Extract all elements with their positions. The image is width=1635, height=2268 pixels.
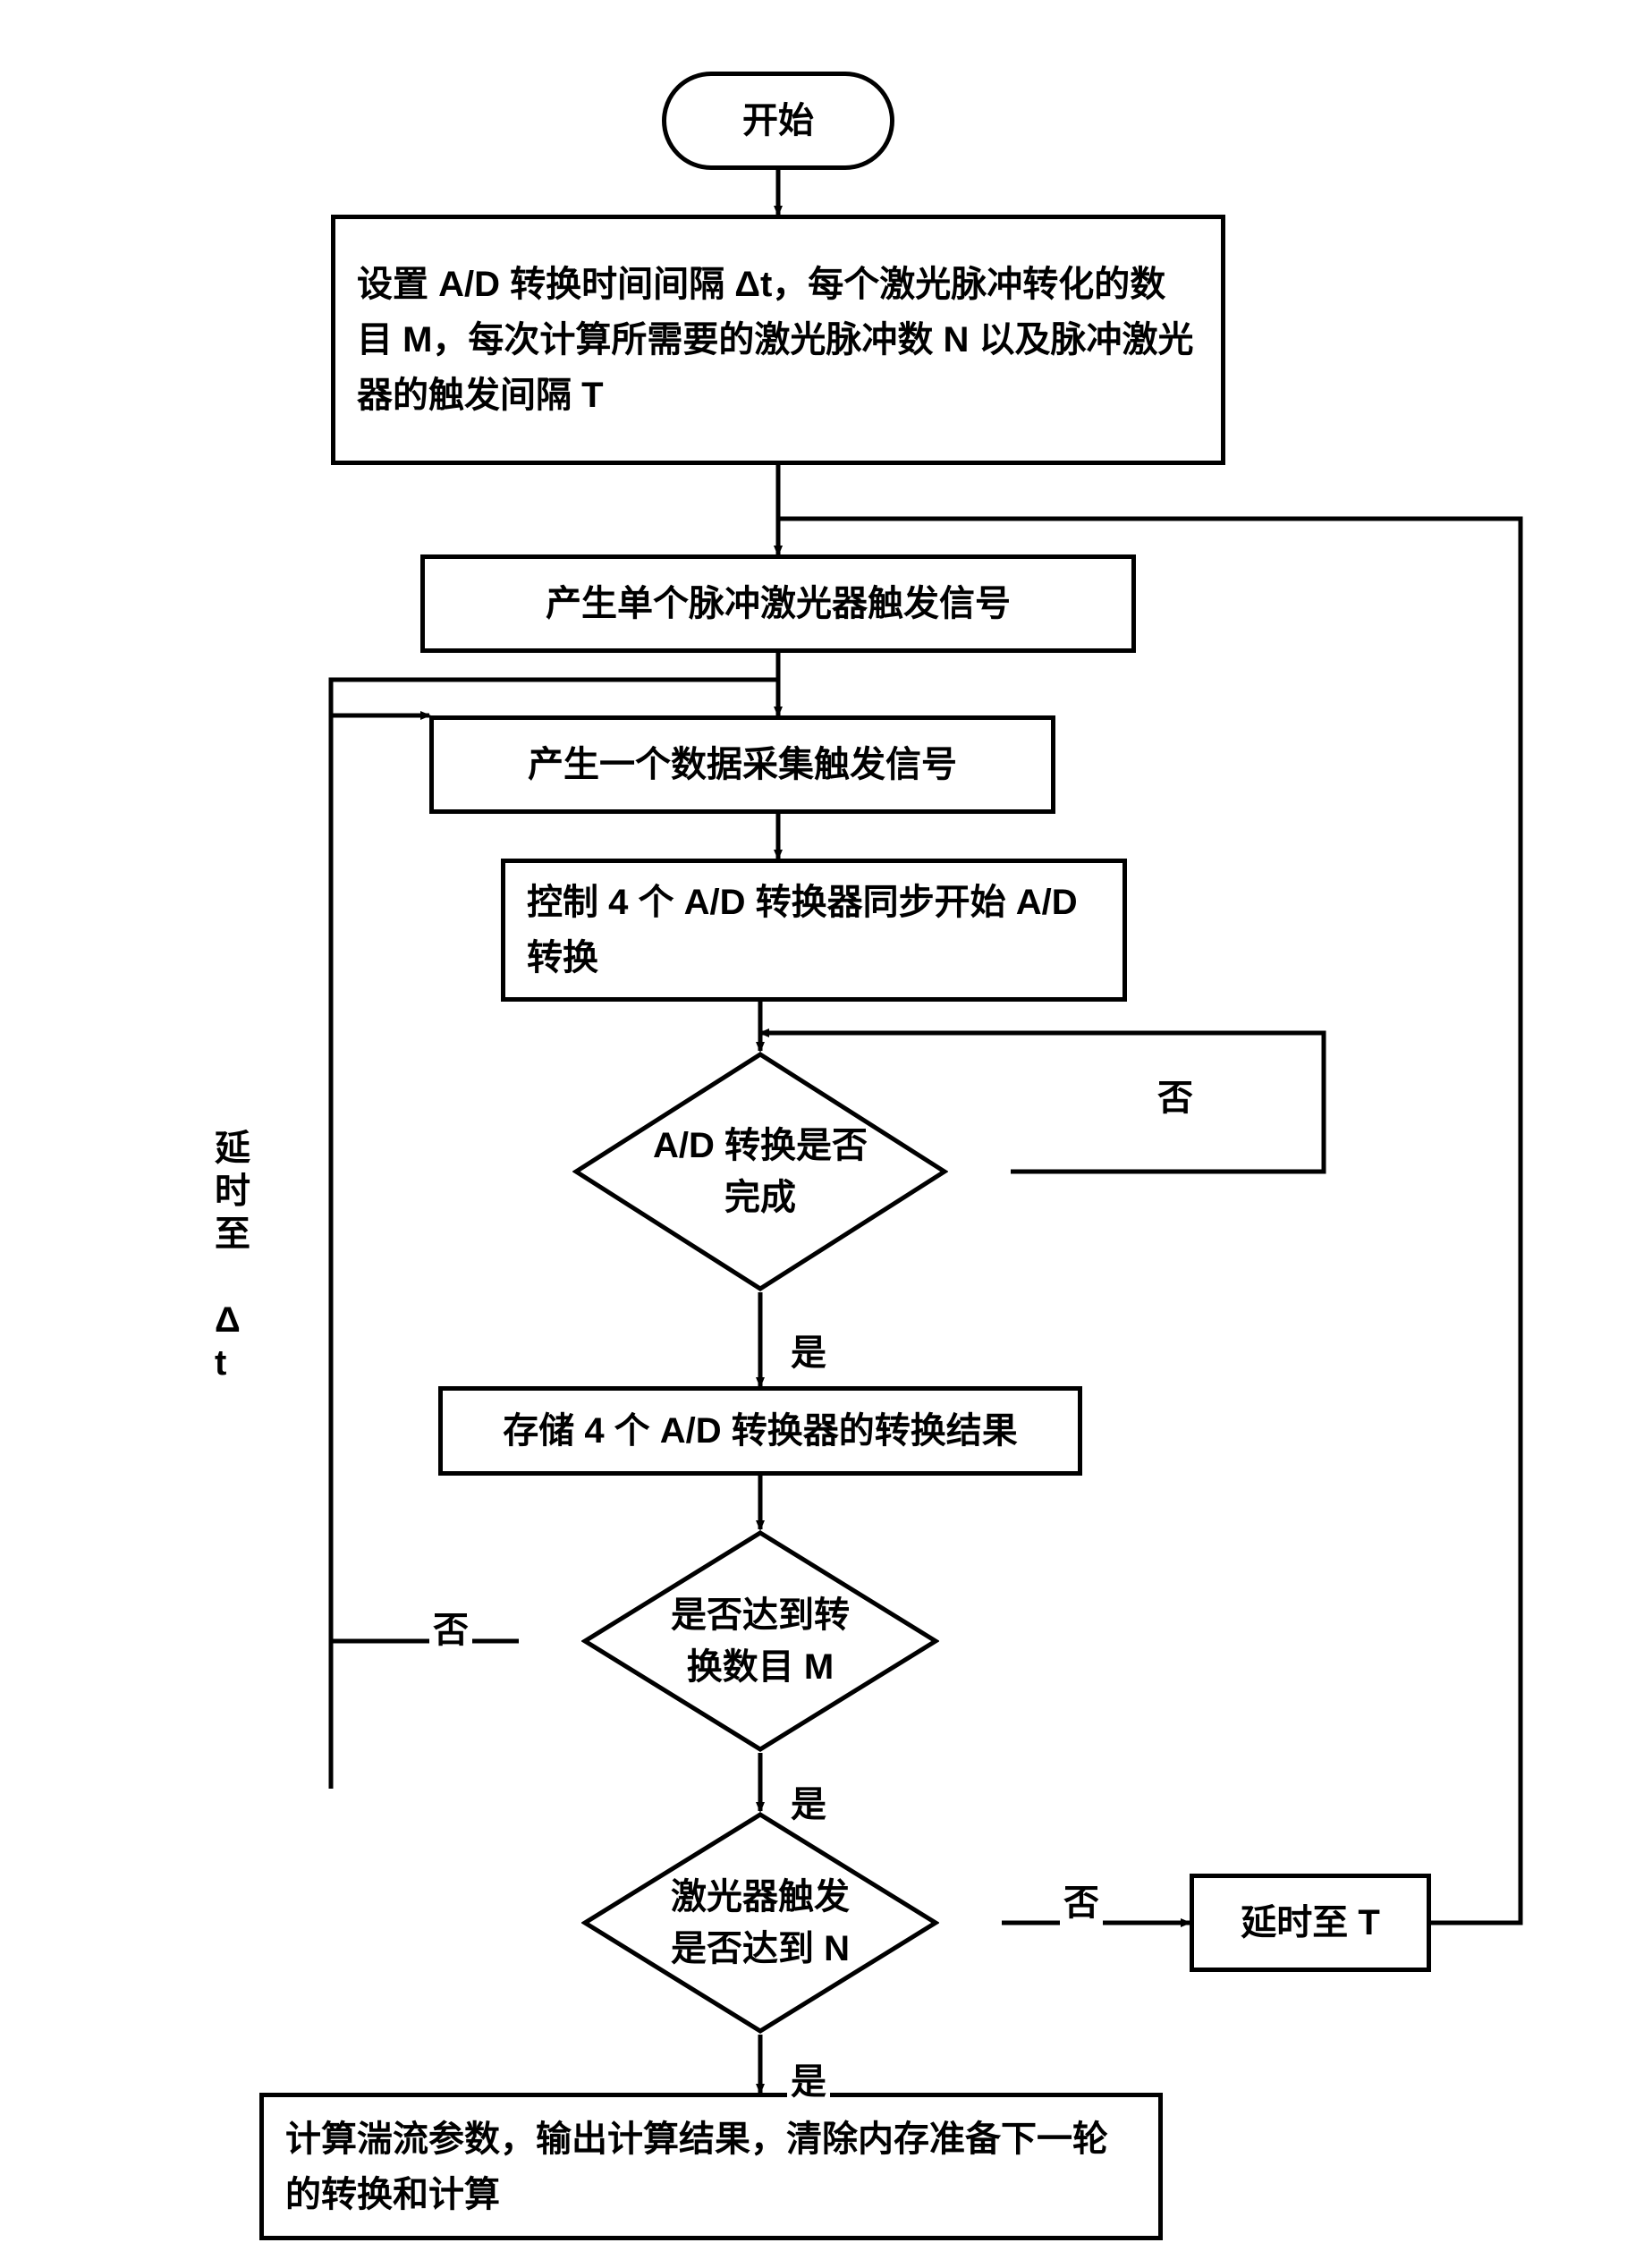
trig-data-node: 产生一个数据采集触发信号 [429, 715, 1055, 814]
ad-done-diamond: A/D 转换是否完成 [572, 1051, 948, 1292]
ctrl-4ad-text: 控制 4 个 A/D 转换器同步开始 A/D 转换 [527, 875, 1101, 986]
final-node: 计算湍流参数，输出计算结果，清除内存准备下一轮的转换和计算 [259, 2093, 1163, 2240]
label-reach-m-yes: 是 [787, 1775, 830, 1827]
label-ad-done-no: 否 [1154, 1069, 1197, 1121]
trig-data-text: 产生一个数据采集触发信号 [528, 737, 957, 792]
reach-m-diamond: 是否达到转换数目 M [581, 1529, 939, 1753]
label-ad-done-yes: 是 [787, 1324, 830, 1375]
label-reach-n-yes: 是 [787, 2052, 830, 2104]
reach-n-diamond: 激光器触发是否达到 N [581, 1811, 939, 2035]
final-text: 计算湍流参数，输出计算结果，清除内存准备下一轮的转换和计算 [285, 2111, 1137, 2222]
trig-single-node: 产生单个脉冲激光器触发信号 [420, 554, 1136, 653]
store4-text: 存储 4 个 A/D 转换器的转换结果 [503, 1403, 1018, 1459]
reach-n-text: 激光器触发是否达到 N [671, 1871, 850, 1975]
start-text: 开始 [742, 93, 814, 148]
label-delay-dt: 延时至Δt [215, 1127, 241, 1384]
delay-t-text: 延时至 T [1241, 1895, 1380, 1951]
ctrl-4ad-node: 控制 4 个 A/D 转换器同步开始 A/D 转换 [501, 859, 1127, 1002]
setup-text: 设置 A/D 转换时间间隔 Δt，每个激光脉冲转化的数目 M，每次计算所需要的激… [357, 257, 1199, 423]
store4-node: 存储 4 个 A/D 转换器的转换结果 [438, 1386, 1082, 1476]
ad-done-text: A/D 转换是否完成 [653, 1120, 868, 1223]
label-reach-n-no: 否 [1060, 1874, 1103, 1925]
reach-m-text: 是否达到转换数目 M [671, 1589, 850, 1693]
trig-single-text: 产生单个脉冲激光器触发信号 [546, 576, 1011, 631]
label-reach-m-no: 否 [429, 1601, 472, 1653]
start-node: 开始 [662, 72, 894, 170]
delay-t-node: 延时至 T [1190, 1874, 1431, 1972]
setup-node: 设置 A/D 转换时间间隔 Δt，每个激光脉冲转化的数目 M，每次计算所需要的激… [331, 215, 1225, 465]
